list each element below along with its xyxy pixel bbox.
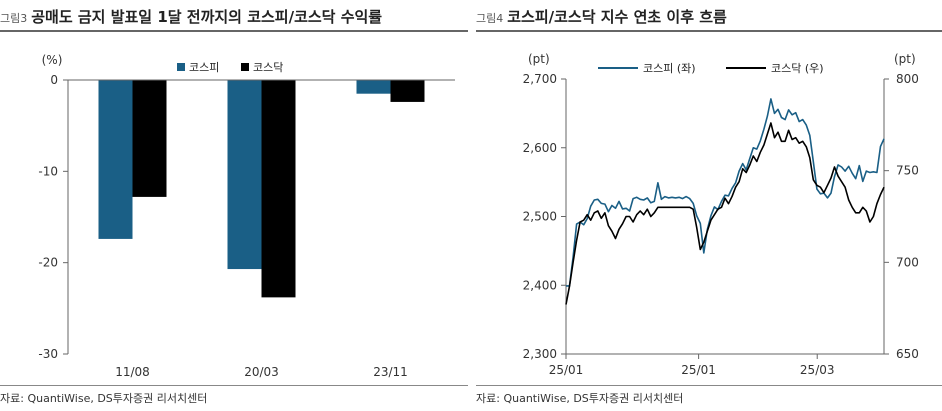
series-line-kosdaq (565, 122, 885, 305)
y-right-tick-label: 750 (896, 164, 919, 178)
legend-swatch (241, 63, 249, 71)
y-tick-label: -30 (38, 347, 58, 361)
chart-title-row: 그림4 코스피/코스닥 지수 연초 이후 흐름 (476, 6, 942, 28)
title-rule (476, 30, 942, 32)
y-tick-label: -20 (38, 256, 58, 270)
bar-kospi (227, 80, 262, 270)
chart-title: 코스피/코스닥 지수 연초 이후 흐름 (507, 8, 727, 26)
y-right-tick-label: 700 (896, 255, 919, 269)
bar-kospi (356, 80, 391, 94)
x-tick-label: 25/01 (549, 363, 584, 377)
source-rule (476, 385, 942, 386)
y-tick-label: 0 (50, 73, 58, 87)
title-rule (0, 30, 468, 32)
y-right-unit: (pt) (894, 52, 916, 66)
line-chart: (pt) (pt) 2,300 2,400 2,500 2,600 2,700 650 700 7… (523, 52, 919, 377)
x-tick-label: 25/03 (800, 363, 835, 377)
source-note: 자료: QuantiWise, DS투자증권 리서치센터 (476, 392, 684, 405)
legend-label: 코스피 (좌) (643, 62, 696, 75)
y-right-tick-label: 800 (896, 72, 919, 86)
y-left-tick-label: 2,600 (523, 141, 557, 155)
y-right-tick-label: 650 (896, 347, 919, 361)
y-left-unit: (pt) (528, 52, 550, 66)
chart-title: 공매도 금지 발표일 1달 전까지의 코스피/코스닥 수익률 (31, 8, 383, 26)
y-left-tick-label: 2,700 (523, 72, 557, 86)
figure-label: 그림4 (476, 12, 504, 25)
legend-label: 코스닥 (253, 61, 283, 74)
x-tick-label: 25/01 (681, 363, 716, 377)
x-tick-label: 23/11 (373, 365, 408, 379)
bar-kospi (98, 80, 133, 239)
y-left-tick-label: 2,300 (523, 347, 557, 361)
chart-title-row: 그림3 공매도 금지 발표일 1달 전까지의 코스피/코스닥 수익률 (0, 6, 468, 28)
source-note: 자료: QuantiWise, DS투자증권 리서치센터 (0, 392, 208, 405)
series-line-kospi (566, 98, 885, 287)
x-tick-label: 11/08 (115, 365, 150, 379)
legend-label: 코스닥 (우) (771, 62, 824, 75)
y-tick-label: -10 (38, 164, 58, 178)
panel-kospi-kosdaq-returns: 그림3 공매도 금지 발표일 1달 전까지의 코스피/코스닥 수익률 (%) 0 -1… (0, 0, 468, 411)
x-tick-label: 20/03 (244, 365, 279, 379)
legend-label: 코스피 (189, 61, 219, 74)
figure-label: 그림3 (0, 12, 28, 25)
y-left-tick-label: 2,400 (523, 278, 557, 292)
bar-kosdaq (132, 80, 167, 197)
panel-index-trend: 그림4 코스피/코스닥 지수 연초 이후 흐름 (pt) (pt) 2,300 2,40… (476, 0, 942, 411)
legend-swatch (177, 63, 185, 71)
y-left-tick-label: 2,500 (523, 210, 557, 224)
bar-chart: (%) 0 -10 -20 -30 11/08 20/03 23/11 코스피 코스닥 (38, 53, 455, 379)
source-rule (0, 385, 468, 386)
bar-kosdaq (390, 80, 425, 102)
bar-kosdaq (261, 80, 296, 298)
y-axis-unit: (%) (42, 53, 63, 67)
